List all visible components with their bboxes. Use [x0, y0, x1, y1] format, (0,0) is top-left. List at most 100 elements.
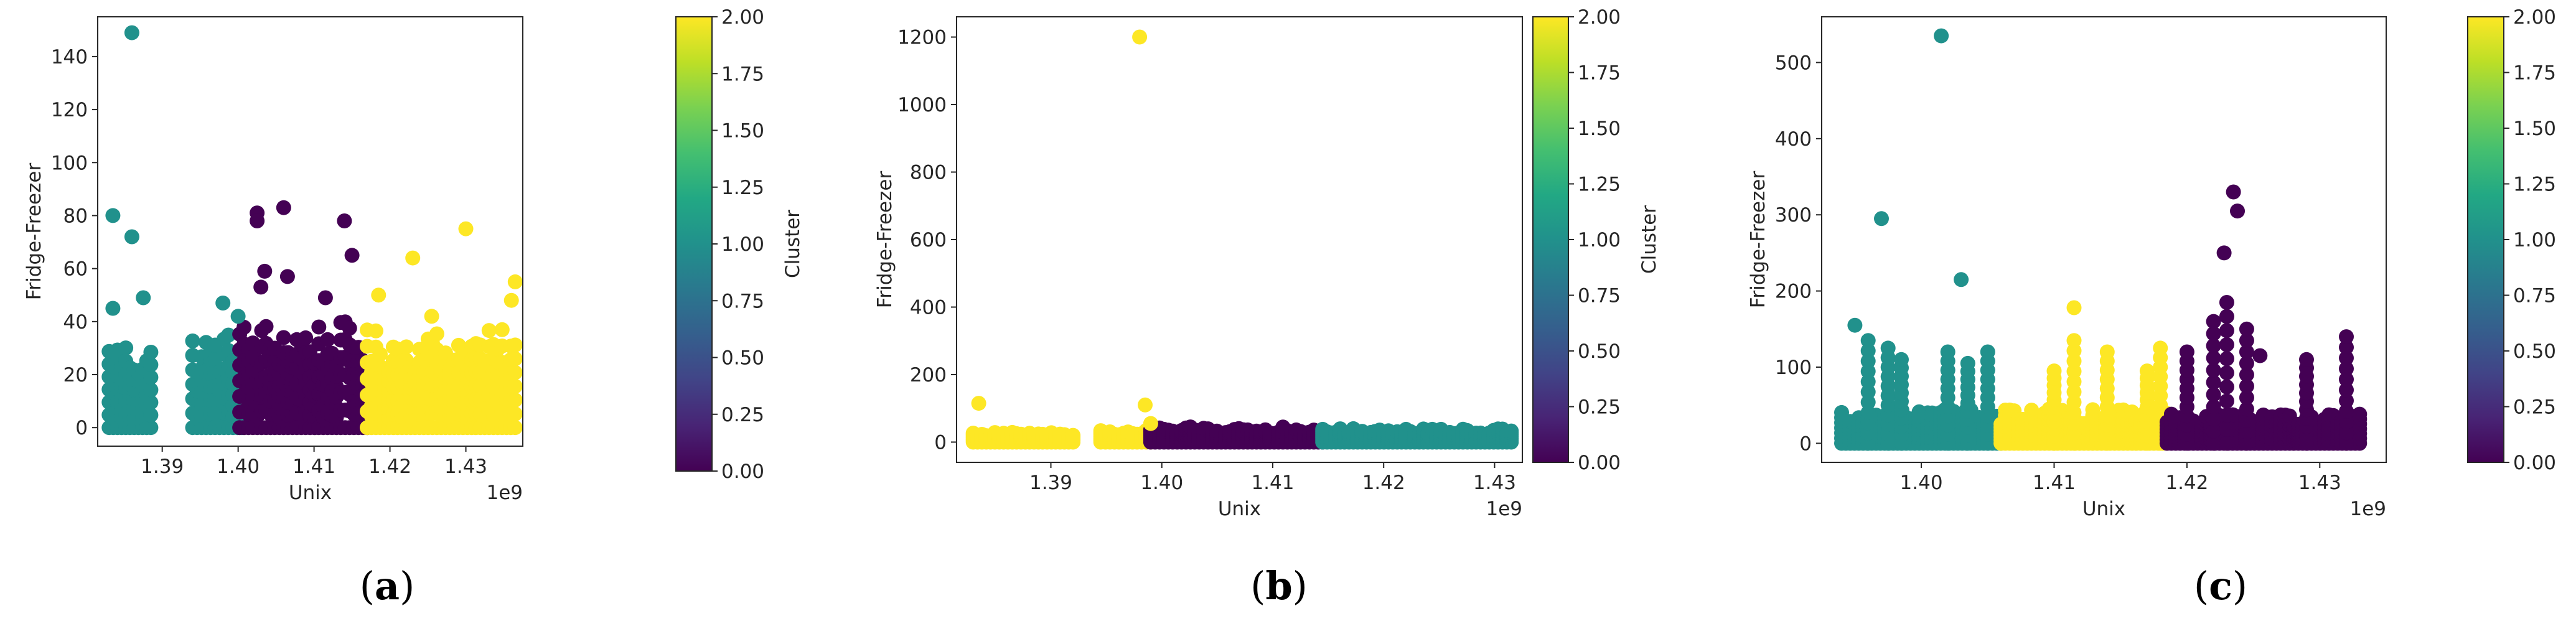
colorbar-label: Cluster: [1638, 205, 1660, 274]
cluster-1-point: [1860, 395, 1876, 410]
cluster-0-point: [2206, 350, 2221, 366]
y-tick-label: 0: [934, 431, 947, 454]
cluster-1-point: [1960, 355, 1975, 371]
cluster-0-point: [2219, 379, 2234, 395]
colorbar: 0.00 0.25 0.50 0.75 1.00 1.25 1.50 1.75 2.00 Clus…: [1532, 6, 1660, 474]
cluster-2-point: [2153, 340, 2168, 356]
outlier-point: [344, 248, 360, 263]
cluster-0-point: [2339, 340, 2354, 355]
plot-frame: [956, 16, 1523, 463]
cluster-0-point: [2219, 295, 2234, 310]
cluster-1-point: [143, 408, 159, 423]
cluster-2-point: [507, 392, 523, 408]
colorbar-tick-label: 1.00: [2513, 229, 2556, 251]
colorbar-tick-label: 1.00: [1578, 229, 1621, 251]
outlier-point: [503, 292, 519, 308]
x-tick-label: 1.41: [293, 455, 335, 478]
outlier-point: [317, 290, 333, 306]
colorbar-tick-label: 1.75: [721, 63, 764, 85]
cluster-0-point: [2206, 387, 2221, 403]
chart-panel-c: 1.40 1.41 1.42 1.43 0 100 200 300 400 500 Unix Frid…: [1747, 6, 2576, 609]
cluster-2-point: [494, 322, 510, 337]
y-tick-label: 200: [910, 364, 947, 386]
y-tick-label: 120: [51, 99, 88, 121]
colorbar-tick-label: 1.25: [2513, 174, 2556, 196]
cluster-2-point: [2066, 343, 2082, 358]
colorbar-tick-label: 0.75: [2513, 285, 2556, 307]
cluster-1-point: [143, 370, 159, 385]
colorbar-gradient: [2467, 16, 2504, 463]
x-axis-label: Unix: [289, 482, 332, 504]
cluster-0-point: [2239, 367, 2254, 383]
colorbar-tick-label: 0.75: [1578, 285, 1621, 307]
cluster-0-point: [2219, 365, 2234, 381]
x-tick-label: 1.39: [1029, 472, 1072, 494]
cluster-0-point: [2339, 371, 2354, 387]
x-offset-label: 1e9: [486, 482, 523, 504]
outlier-point: [136, 290, 151, 306]
cluster-1-point: [1860, 343, 1876, 358]
cluster-0-point: [2206, 326, 2221, 342]
chart-panel-b: 1.39 1.40 1.41 1.42 1.43 0 200 400 600 800 1000 120…: [874, 6, 1660, 609]
outlier-point: [1934, 28, 1949, 44]
cluster-0-point: [2239, 321, 2254, 337]
cluster-2-point: [507, 337, 523, 353]
y-tick-label: 100: [1775, 357, 1812, 379]
colorbar-tick-label: 1.50: [721, 120, 764, 142]
y-tick-label: 400: [910, 296, 947, 319]
cluster-1-point: [143, 357, 159, 373]
cluster-0-point: [2219, 323, 2234, 339]
cluster-2-point: [2066, 415, 2082, 431]
outlier-point: [1874, 211, 1889, 227]
x-axis-label: Unix: [1218, 498, 1261, 520]
x-tick-label: 1.43: [1473, 472, 1516, 494]
colorbar-tick-label: 0.00: [2513, 452, 2556, 474]
cluster-0-point: [2219, 309, 2234, 324]
cluster-0-point: [2206, 314, 2221, 329]
cluster-0-point: [2239, 390, 2254, 405]
outlier-point: [371, 287, 386, 303]
cluster-2-point: [507, 378, 523, 394]
colorbar: 0.00 0.25 0.50 0.75 1.00 1.25 1.50 1.75 2.00 Clus…: [2467, 6, 2576, 474]
cluster-1-point: [1860, 404, 1876, 420]
cluster-2-point: [368, 323, 383, 339]
y-tick-label: 80: [63, 205, 88, 227]
cluster-0-point: [2239, 424, 2254, 439]
y-tick-label: 200: [1775, 281, 1812, 303]
cluster-0-point: [2239, 355, 2254, 371]
x-tick-label: 1.43: [444, 455, 487, 478]
x-tick-label: 1.42: [2165, 472, 2208, 494]
cluster-0-point: [2339, 436, 2354, 451]
panel-letter: (b): [1250, 563, 1308, 609]
outlier-point: [105, 208, 121, 223]
panel-letter: (a): [360, 563, 415, 609]
cluster-2-point: [2099, 344, 2115, 360]
cluster-0-point: [2239, 378, 2254, 394]
outlier-point: [215, 296, 231, 311]
cluster-1-point: [221, 327, 237, 343]
cluster-0-point: [2339, 425, 2354, 441]
cluster-1-point: [1504, 423, 1519, 439]
cluster-0-point: [2339, 361, 2354, 376]
y-tick-label: 0: [1799, 432, 1812, 455]
cluster-2-point: [429, 326, 444, 342]
cluster-0-point: [342, 320, 357, 336]
cluster-1-point: [1894, 352, 1909, 367]
colorbar-tick-label: 1.25: [721, 177, 764, 199]
cluster-1-point: [1980, 344, 1995, 360]
cluster-0-point: [2339, 329, 2354, 345]
scatter-points: [101, 25, 523, 436]
cluster-1-point: [118, 340, 134, 356]
outlier-point: [971, 396, 986, 411]
y-tick-label: 300: [1775, 204, 1812, 227]
colorbar-tick-label: 0.75: [721, 290, 764, 312]
cluster-0-point: [2179, 344, 2194, 360]
cluster-1-point: [185, 333, 200, 348]
colorbar-tick-label: 0.00: [1578, 452, 1621, 474]
outlier-point: [1954, 272, 1969, 287]
cluster-2-point: [2085, 402, 2101, 418]
panel-letter: (c): [2194, 563, 2247, 609]
colorbar-tick-label: 1.50: [2513, 118, 2556, 140]
y-tick-label: 20: [63, 364, 88, 386]
cluster-0-point: [2219, 421, 2234, 437]
